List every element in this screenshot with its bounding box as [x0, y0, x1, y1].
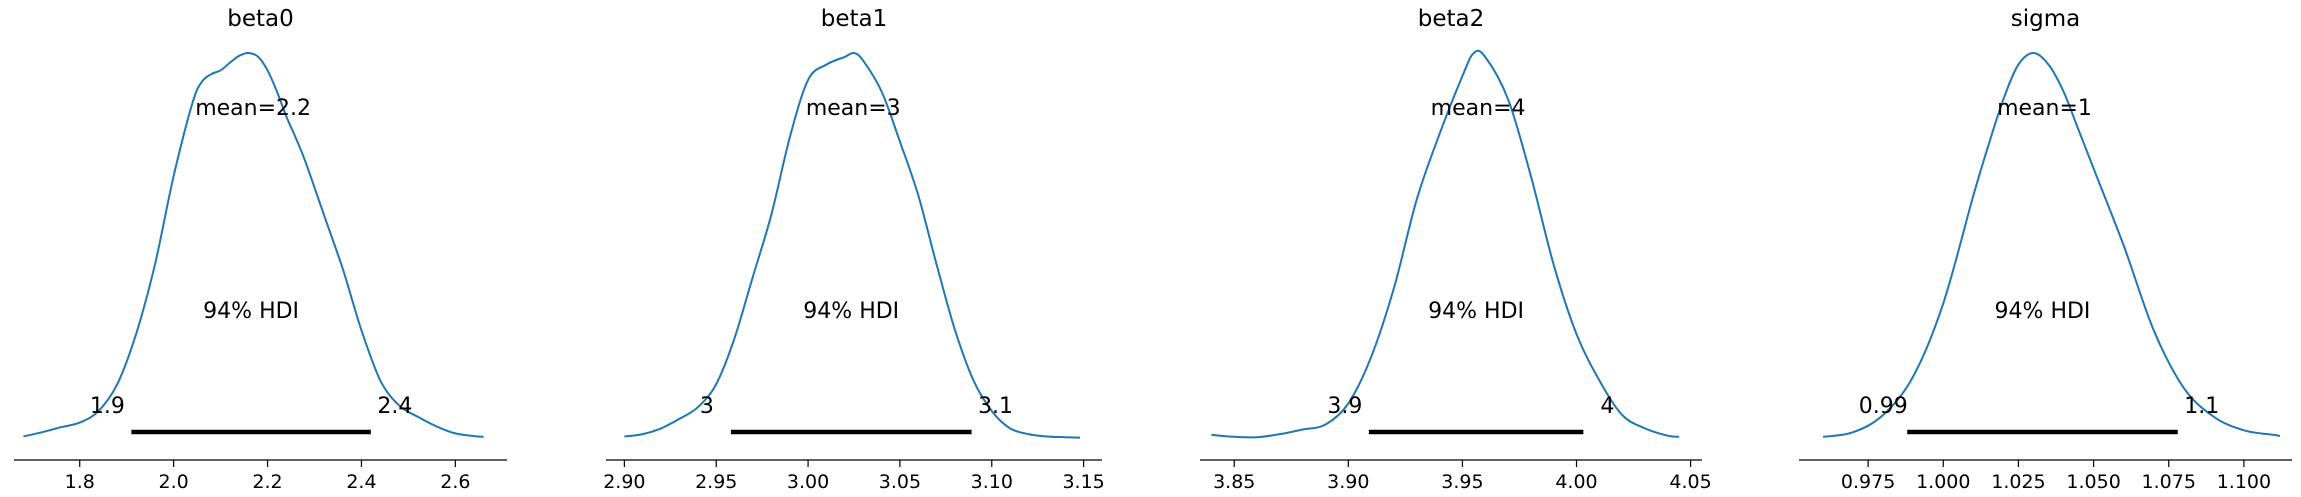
x-tick-label: 2.2 [252, 471, 282, 493]
x-tick-label: 1.8 [65, 471, 95, 493]
x-tick-label: 0.975 [1841, 471, 1895, 493]
density-curve [23, 51, 484, 438]
x-tick-label: 3.85 [1213, 471, 1255, 493]
hdi-low-label: 3.9 [1327, 394, 1362, 419]
x-tick-label: 2.6 [440, 471, 470, 493]
hdi-low-label: 1.9 [90, 394, 125, 419]
panel-beta0: beta0 mean=2.2 94% HDI 1.9 2.4 1.8 2.0 2.2 2.4 2.… [14, 6, 507, 493]
x-tick-label: 1.025 [1991, 471, 2045, 493]
panel-beta2: beta2 mean=4 94% HDI 3.9 4 3.85 3.90 3.95 4.00 4.… [1200, 6, 1712, 493]
density-curve [1822, 51, 2281, 438]
panel-title: beta0 [227, 6, 294, 32]
x-tick-label: 2.4 [346, 471, 376, 493]
hdi-high-label: 3.1 [978, 394, 1013, 419]
panel-beta1: beta1 mean=3 94% HDI 3 3.1 2.90 2.95 3.00 3.05 3.… [603, 6, 1105, 493]
mean-label: mean=4 [1431, 96, 1526, 121]
hdi-high-label: 2.4 [377, 394, 412, 419]
panel-title: beta1 [821, 6, 888, 32]
density-curve [624, 51, 1081, 439]
x-tick-label: 1.000 [1916, 471, 1970, 493]
hdi-high-label: 1.1 [2184, 394, 2219, 419]
hdi-low-label: 3 [700, 394, 714, 419]
hdi-high-label: 4 [1600, 394, 1614, 419]
x-tick-label: 1.050 [2066, 471, 2120, 493]
mean-label: mean=2.2 [195, 96, 311, 121]
panel-sigma: sigma mean=1 94% HDI 0.99 1.1 0.975 1.000 1.025… [1799, 6, 2292, 493]
x-tick-label: 2.95 [695, 471, 737, 493]
x-tick-label: 3.10 [971, 471, 1013, 493]
hdi-label: 94% HDI [803, 299, 899, 324]
x-tick-label: 1.100 [2217, 471, 2271, 493]
x-tick-label: 1.075 [2142, 471, 2196, 493]
hdi-low-label: 0.99 [1859, 394, 1908, 419]
density-curve [1211, 49, 1680, 439]
panel-title: sigma [2011, 6, 2080, 32]
x-tick-label: 2.90 [603, 471, 645, 493]
mean-label: mean=3 [806, 96, 901, 121]
x-tick-label: 3.95 [1441, 471, 1483, 493]
hdi-label: 94% HDI [203, 299, 299, 324]
x-tick-label: 3.00 [787, 471, 829, 493]
x-tick-label: 3.15 [1062, 471, 1104, 493]
x-tick-label: 3.90 [1327, 471, 1369, 493]
mean-label: mean=1 [1997, 96, 2092, 121]
x-tick-label: 2.0 [159, 471, 189, 493]
x-tick-label: 4.05 [1669, 471, 1711, 493]
hdi-label: 94% HDI [1995, 299, 2091, 324]
x-tick-label: 3.05 [879, 471, 921, 493]
x-tick-label: 4.00 [1555, 471, 1597, 493]
panel-title: beta2 [1418, 6, 1485, 32]
hdi-label: 94% HDI [1428, 299, 1524, 324]
